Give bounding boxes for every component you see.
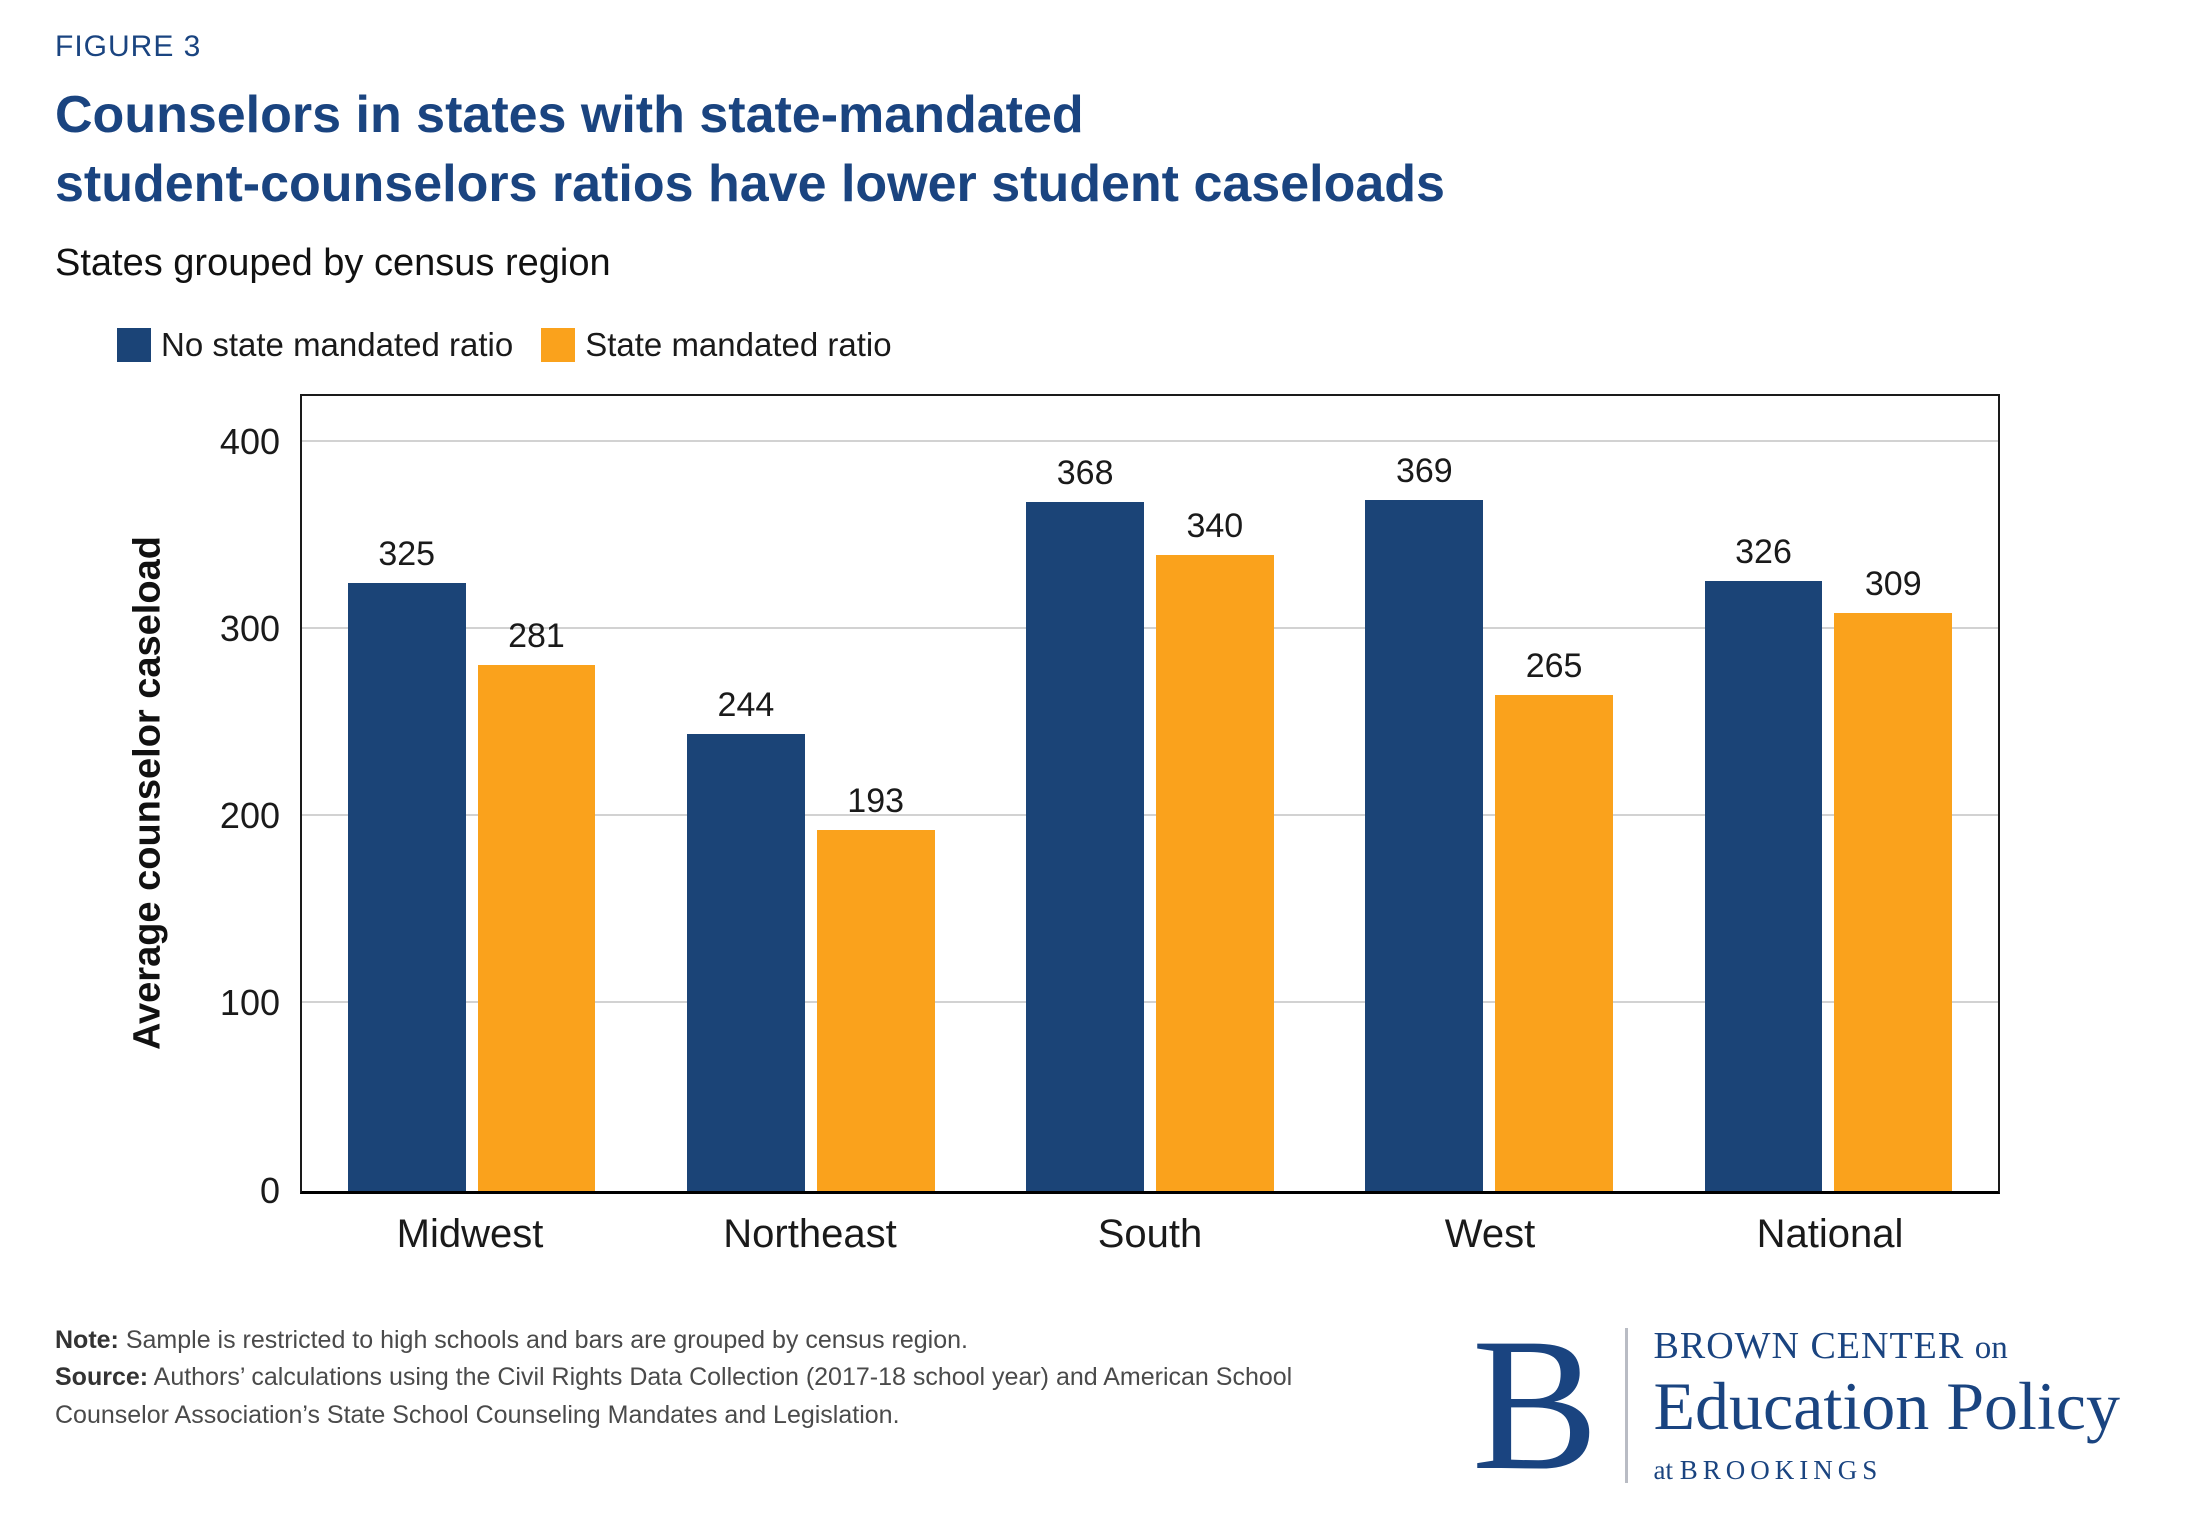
bar-value-label: 340 bbox=[1186, 506, 1244, 545]
page-title: Counselors in states with state-mandated… bbox=[55, 81, 2140, 220]
gridline bbox=[302, 814, 1998, 817]
source-text: Authors’ calculations using the Civil Ri… bbox=[55, 1363, 1293, 1429]
logo-at-text: at bbox=[1653, 1455, 1680, 1486]
gridline bbox=[302, 440, 1998, 443]
y-axis-title: Average counselor caseload bbox=[126, 536, 169, 1050]
bar-value-label: 368 bbox=[1056, 454, 1114, 493]
legend: No state mandated ratio State mandated ra… bbox=[117, 326, 2140, 364]
logo-line-at-brookings: at BROOKINGS bbox=[1653, 1455, 2120, 1486]
legend-swatch bbox=[541, 327, 576, 362]
y-tick-label: 200 bbox=[219, 795, 280, 837]
legend-item: No state mandated ratio bbox=[117, 326, 513, 364]
logo-brookings-caps: BROOKINGS bbox=[1679, 1455, 1883, 1486]
legend-label: State mandated ratio bbox=[585, 325, 892, 363]
bar bbox=[686, 734, 805, 1191]
plot-area: Average counselor caseload 0 100 200 300 400… bbox=[127, 393, 2000, 1208]
page-title-line2: student-counselors ratios have lower stu… bbox=[55, 155, 1445, 214]
bar-value-label: 281 bbox=[508, 616, 565, 655]
y-tick-label: 100 bbox=[219, 982, 280, 1024]
note-label: Note: bbox=[55, 1325, 119, 1354]
legend-swatch bbox=[117, 327, 151, 362]
x-category-label: National bbox=[1756, 1211, 1904, 1256]
footer: Note: Sample is restricted to high schoo… bbox=[55, 1300, 2140, 1511]
bar-value-label: 193 bbox=[847, 781, 905, 820]
legend-label: No state mandated ratio bbox=[161, 325, 514, 363]
page-title-line1: Counselors in states with state-mandated bbox=[55, 85, 1084, 144]
logo-divider bbox=[1624, 1328, 1628, 1484]
source-line: Source: Authors’ calculations using the … bbox=[55, 1359, 1355, 1434]
brookings-logo-letter: B bbox=[1471, 1300, 1599, 1511]
bar-value-label: 369 bbox=[1395, 452, 1453, 491]
logo-line-education-policy: Education Policy bbox=[1653, 1368, 2120, 1445]
logo-brown-center-caps: BROWN CENTER bbox=[1653, 1324, 1975, 1367]
gridline bbox=[302, 1001, 1998, 1004]
logo-line-brown-center: BROWN CENTER on bbox=[1653, 1324, 2120, 1368]
bar bbox=[1155, 554, 1274, 1191]
brookings-logo: B BROWN CENTER on Education Policy at BR… bbox=[1471, 1300, 2140, 1511]
y-tick-label: 300 bbox=[219, 608, 280, 650]
bar bbox=[1365, 500, 1484, 1191]
bar bbox=[816, 829, 935, 1191]
bar-value-label: 326 bbox=[1735, 532, 1792, 571]
bar bbox=[477, 664, 596, 1191]
x-category-label: South bbox=[1097, 1211, 1203, 1256]
footnote: Note: Sample is restricted to high schoo… bbox=[55, 1322, 1355, 1435]
x-category-label: West bbox=[1444, 1211, 1536, 1256]
note-text: Sample is restricted to high schools and… bbox=[118, 1325, 968, 1354]
subtitle: States grouped by census region bbox=[55, 241, 611, 284]
source-label: Source: bbox=[55, 1363, 149, 1392]
note-line: Note: Sample is restricted to high schoo… bbox=[55, 1322, 1355, 1360]
logo-on-text: on bbox=[1974, 1329, 2008, 1366]
bar bbox=[1834, 612, 1953, 1191]
bar-value-label: 325 bbox=[378, 534, 436, 573]
x-category-label: Northeast bbox=[723, 1211, 897, 1256]
bar-chart: Average counselor caseload 0 100 200 300 400… bbox=[127, 393, 2000, 1264]
figure-label: FIGURE 3 bbox=[55, 30, 202, 63]
bar-value-label: 309 bbox=[1864, 564, 1922, 603]
logo-text: BROWN CENTER on Education Policy at BROO… bbox=[1653, 1324, 2120, 1486]
bar bbox=[1495, 694, 1613, 1191]
bar-value-label: 265 bbox=[1525, 646, 1583, 685]
x-axis-labels: Midwest Northeast South West National bbox=[300, 1206, 2000, 1264]
gridline bbox=[302, 627, 1998, 630]
y-tick-label: 0 bbox=[259, 1169, 280, 1211]
bar bbox=[1026, 502, 1145, 1191]
bar-value-label: 244 bbox=[717, 686, 775, 725]
bar bbox=[1704, 580, 1823, 1191]
legend-item: State mandated ratio bbox=[541, 325, 892, 364]
y-tick-label: 400 bbox=[219, 421, 280, 463]
bar bbox=[347, 582, 466, 1191]
x-category-label: Midwest bbox=[396, 1211, 544, 1256]
